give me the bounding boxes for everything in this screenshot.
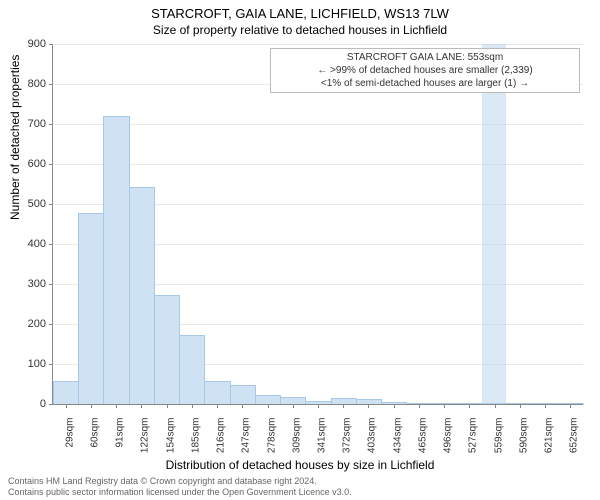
x-tick-mark [116,404,117,408]
annotation-line2: ← >99% of detached houses are smaller (2… [275,64,575,77]
plot-wrap: 29sqm60sqm91sqm122sqm154sqm185sqm216sqm2… [52,44,582,404]
x-tick-mark [91,404,92,408]
chart-title: STARCROFT, GAIA LANE, LICHFIELD, WS13 7L… [0,0,600,21]
histogram-bar [230,385,256,404]
y-tick-mark [49,44,53,45]
y-tick-label: 200 [8,318,46,330]
x-axis-label: Distribution of detached houses by size … [0,458,600,472]
x-tick-mark [217,404,218,408]
annotation-line3: <1% of semi-detached houses are larger (… [275,77,575,90]
y-tick-label: 400 [8,238,46,250]
x-tick-mark [368,404,369,408]
y-tick-label: 100 [8,358,46,370]
y-tick-label: 600 [8,158,46,170]
annotation-line1: STARCROFT GAIA LANE: 553sqm [275,51,575,64]
x-tick-mark [545,404,546,408]
x-tick-mark [66,404,67,408]
histogram-bar [179,335,205,404]
x-tick-mark [268,404,269,408]
y-tick-mark [49,284,53,285]
x-tick-mark [495,404,496,408]
histogram-bar [280,397,306,404]
chart-subtitle: Size of property relative to detached ho… [0,21,600,37]
y-tick-label: 700 [8,118,46,130]
y-tick-label: 800 [8,78,46,90]
x-tick-mark [192,404,193,408]
y-tick-mark [49,84,53,85]
footer: Contains HM Land Registry data © Crown c… [8,476,352,498]
histogram-bar [78,213,104,404]
x-tick-mark [469,404,470,408]
y-tick-label: 500 [8,198,46,210]
footer-line1: Contains HM Land Registry data © Crown c… [8,476,352,487]
histogram-bar [103,116,129,404]
x-tick-mark [394,404,395,408]
x-tick-mark [141,404,142,408]
y-tick-mark [49,124,53,125]
y-tick-mark [49,324,53,325]
chart-container: STARCROFT, GAIA LANE, LICHFIELD, WS13 7L… [0,0,600,500]
y-tick-mark [49,164,53,165]
x-tick-mark [444,404,445,408]
x-tick-mark [520,404,521,408]
histogram-bar [204,381,230,404]
annotation-box: STARCROFT GAIA LANE: 553sqm ← >99% of de… [270,48,580,93]
plot-area: 29sqm60sqm91sqm122sqm154sqm185sqm216sqm2… [52,44,583,405]
histogram-bar [154,295,180,404]
x-tick-mark [318,404,319,408]
x-tick-mark [570,404,571,408]
y-tick-label: 0 [8,398,46,410]
histogram-bar [255,395,281,404]
x-tick-mark [419,404,420,408]
histogram-bar [53,381,79,404]
x-tick-mark [242,404,243,408]
x-tick-mark [167,404,168,408]
y-tick-mark [49,364,53,365]
y-tick-label: 900 [8,38,46,50]
y-tick-mark [49,244,53,245]
x-tick-mark [343,404,344,408]
y-tick-label: 300 [8,278,46,290]
x-tick-mark [293,404,294,408]
y-tick-mark [49,204,53,205]
footer-line2: Contains public sector information licen… [8,487,352,498]
histogram-bar [129,187,155,404]
highlight-band [482,44,506,404]
y-tick-mark [49,404,53,405]
